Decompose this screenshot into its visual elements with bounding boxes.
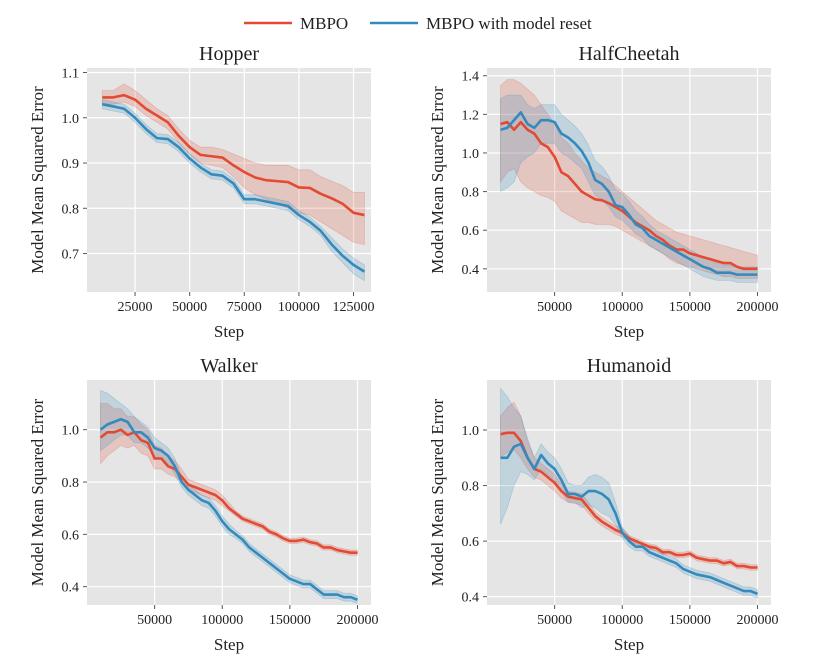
hopper-xtick-label-3: 100000 xyxy=(278,300,320,315)
humanoid-mbpo-line xyxy=(500,431,758,569)
humanoid-panel: 50000 100000 150000 200000 0.4 0.6 0.8 1.0 Human… xyxy=(428,355,778,654)
hopper-xtick-label-0: 25000 xyxy=(118,300,153,315)
halfcheetah-plot-area xyxy=(487,68,771,292)
hopper-ytick-label-0: 0.7 xyxy=(62,248,80,263)
hopper-title: Hopper xyxy=(199,43,259,65)
hopper-mbpo-line xyxy=(102,93,365,217)
halfcheetah-xtick-label-3: 200000 xyxy=(736,300,778,315)
walker-ytick-label-1: 0.6 xyxy=(62,528,80,543)
halfcheetah-ytick-label-5: 1.4 xyxy=(462,70,480,85)
humanoid-plot-area xyxy=(487,380,771,605)
halfcheetah-ytick-label-0: 0.4 xyxy=(462,263,480,278)
halfcheetah-ylabel: Model Mean Squared Error xyxy=(428,86,447,274)
halfcheetah-title: HalfCheetah xyxy=(578,43,679,65)
hopper-ytick-label-2: 0.9 xyxy=(62,157,80,172)
halfcheetah-xlabel: Step xyxy=(614,322,644,341)
humanoid-ytick-label-1: 0.6 xyxy=(462,535,480,550)
halfcheetah-xtick-label-2: 150000 xyxy=(669,300,711,315)
hopper-xtick-label-4: 125000 xyxy=(333,300,375,315)
hopper-ylabel: Model Mean Squared Error xyxy=(28,86,47,274)
halfcheetah-panel: 50000 100000 150000 200000 0.4 0.6 0.8 1.0 1.2 1.… xyxy=(428,43,778,341)
walker-reset-line xyxy=(99,417,358,601)
halfcheetah-reset-line xyxy=(500,111,758,276)
humanoid-reset-band xyxy=(500,387,758,599)
humanoid-xtick-label-0: 50000 xyxy=(537,613,572,628)
halfcheetah-reset-band xyxy=(500,94,758,283)
halfcheetah-ytick-label-3: 1.0 xyxy=(462,147,480,162)
walker-xtick-label-2: 150000 xyxy=(269,613,311,628)
walker-xlabel: Step xyxy=(214,635,244,654)
hopper-xtick-label-2: 75000 xyxy=(227,300,262,315)
halfcheetah-ytick-label-4: 1.2 xyxy=(462,108,480,123)
halfcheetah-series-group xyxy=(500,79,758,283)
humanoid-xlabel: Step xyxy=(614,635,644,654)
hopper-series-group xyxy=(101,83,366,282)
walker-ytick-label-2: 0.8 xyxy=(62,476,80,491)
hopper-panel: 25000 50000 75000 100000 125000 0.7 0.8 0.9 1.0 1… xyxy=(28,43,375,341)
legend-reset-label: MBPO with model reset xyxy=(426,14,592,33)
hopper-xlabel: Step xyxy=(214,322,244,341)
walker-series-group xyxy=(99,389,358,605)
humanoid-xtick-label-3: 200000 xyxy=(736,613,778,628)
humanoid-series-group xyxy=(500,387,758,599)
halfcheetah-xtick-label-0: 50000 xyxy=(537,300,572,315)
legend-mbpo-label: MBPO xyxy=(300,14,348,33)
hopper-ytick-label-3: 1.0 xyxy=(62,112,80,127)
humanoid-ylabel: Model Mean Squared Error xyxy=(428,398,447,586)
walker-xtick-label-0: 50000 xyxy=(137,613,172,628)
walker-ytick-label-3: 1.0 xyxy=(62,424,80,439)
hopper-xtick-label-1: 50000 xyxy=(172,300,207,315)
halfcheetah-ytick-label-1: 0.6 xyxy=(462,224,480,239)
walker-xtick-label-3: 200000 xyxy=(336,613,378,628)
halfcheetah-mbpo-band xyxy=(500,79,758,279)
walker-panel: 50000 100000 150000 200000 0.4 0.6 0.8 1.0 Walke… xyxy=(28,355,378,654)
humanoid-ytick-label-3: 1.0 xyxy=(462,424,480,439)
humanoid-ytick-label-0: 0.4 xyxy=(462,591,480,606)
legend: MBPO MBPO with model reset xyxy=(244,14,592,33)
halfcheetah-xtick-label-1: 100000 xyxy=(601,300,643,315)
humanoid-xtick-label-1: 100000 xyxy=(601,613,643,628)
humanoid-title: Humanoid xyxy=(587,355,671,377)
hopper-reset-band xyxy=(101,99,365,282)
hopper-ytick-label-1: 0.8 xyxy=(62,202,80,217)
humanoid-ytick-label-2: 0.8 xyxy=(462,480,480,495)
walker-plot-area xyxy=(87,380,371,605)
walker-ytick-label-0: 0.4 xyxy=(62,581,80,596)
walker-mbpo-line xyxy=(99,428,358,554)
humanoid-reset-line xyxy=(500,442,758,596)
walker-title: Walker xyxy=(200,355,258,377)
hopper-ytick-label-4: 1.1 xyxy=(62,67,80,82)
humanoid-xtick-label-2: 150000 xyxy=(669,613,711,628)
halfcheetah-ytick-label-2: 0.8 xyxy=(462,186,480,201)
walker-ylabel: Model Mean Squared Error xyxy=(28,398,47,586)
walker-xtick-label-1: 100000 xyxy=(201,613,243,628)
hopper-reset-line xyxy=(102,102,366,273)
